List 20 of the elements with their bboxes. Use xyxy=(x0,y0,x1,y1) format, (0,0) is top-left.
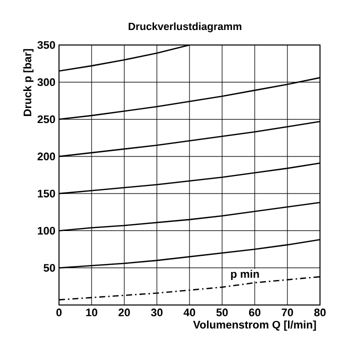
x-tick-label: 80 xyxy=(314,308,326,316)
y-tick-label: 250 xyxy=(38,115,56,124)
annotation: p min xyxy=(231,270,259,280)
y-tick-label: 100 xyxy=(38,226,56,235)
x-tick-label: 0 xyxy=(56,308,62,316)
x-tick-label: 20 xyxy=(118,308,130,316)
x-tick-label: 50 xyxy=(216,308,228,316)
x-tick-label: 10 xyxy=(86,308,98,316)
x-tick-label: 70 xyxy=(282,308,294,316)
y-axis-title: Druck p [bar] xyxy=(23,49,34,116)
y-tick-label: 150 xyxy=(38,190,56,198)
y-tick-label: 350 xyxy=(37,41,56,49)
x-axis-title: Volumenstrom Q [l/min] xyxy=(193,320,316,331)
y-tick-label: 300 xyxy=(37,78,56,86)
x-tick-label: 30 xyxy=(151,308,163,316)
x-tick-label: 60 xyxy=(249,308,260,316)
chart-title: Druckverlustdiagramm xyxy=(128,22,242,32)
x-tick-label: 40 xyxy=(184,308,196,316)
y-tick-label: 200 xyxy=(38,152,56,160)
y-tick-label: 50 xyxy=(44,264,56,272)
